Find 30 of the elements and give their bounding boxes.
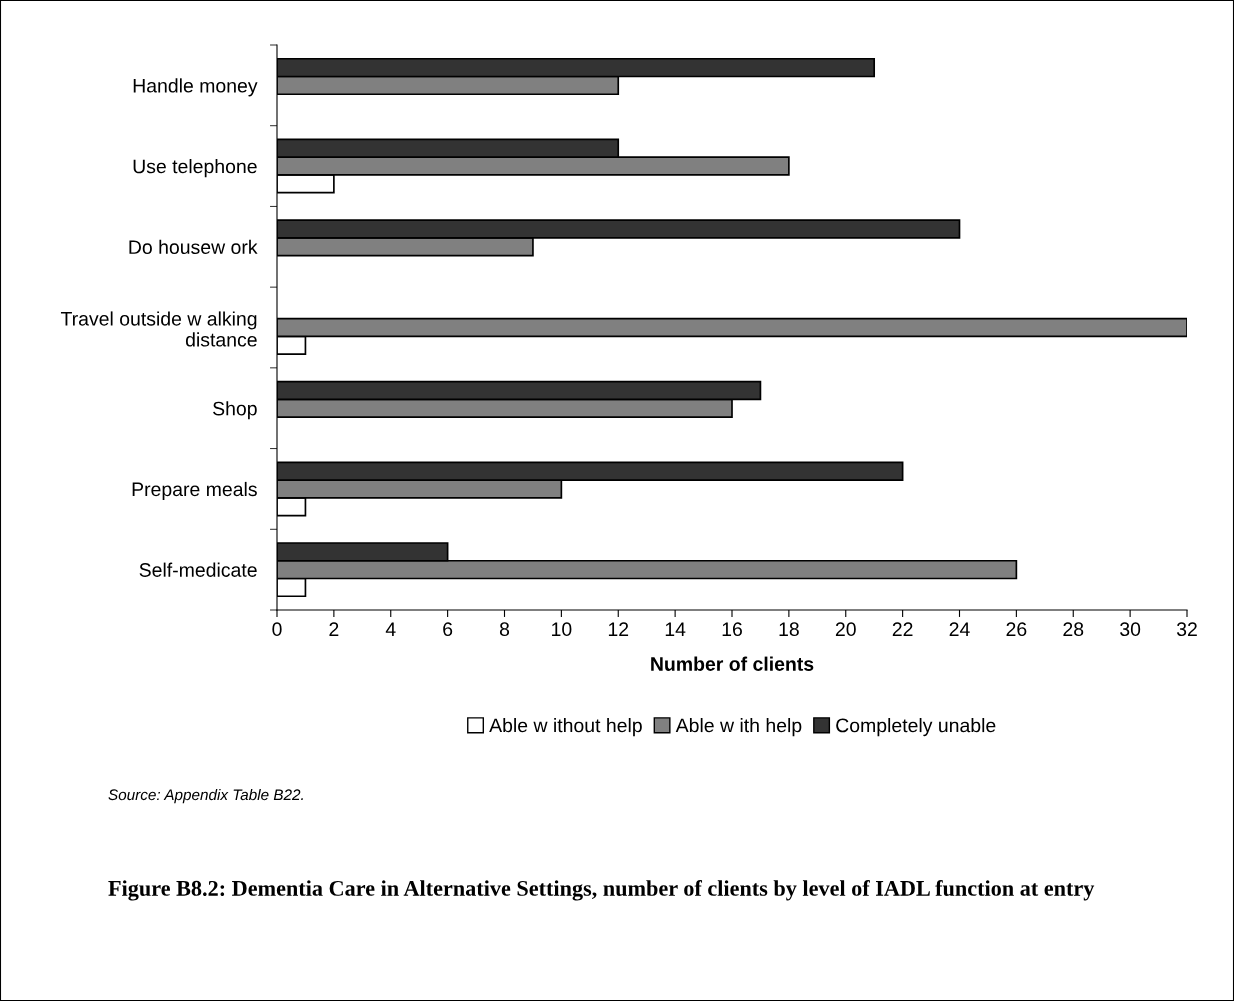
y-tick-label: Use telephone [133,159,257,178]
x-tick-label: 4 [385,622,396,636]
x-tick-label: 22 [892,622,913,636]
legend-label: Able w ith help [675,718,802,737]
y-tick-label: Shop [213,401,257,420]
x-tick-label: 16 [722,622,742,637]
y-tick-label: Prepare meals [132,481,257,501]
y-tick-label: Travel outside w alking distance [60,311,257,347]
x-tick-label: 14 [665,622,686,636]
x-tick-label: 0 [272,622,282,637]
x-tick-label: 32 [1176,622,1197,637]
x-tick-label: 10 [552,622,572,637]
y-tick-label: Do housew ork [129,239,258,255]
x-tick-label: 8 [499,622,510,637]
x-tick-label: 20 [835,622,856,637]
x-tick-label: 12 [608,622,629,636]
text: Figure B8.2: Dementia Care in Alternative Settings, number of clients by level of IADL function at entry [108,880,1095,901]
x-tick-label: 6 [443,622,453,637]
x-tick-label: 28 [1063,622,1084,637]
y-tick-label: Self-medicate [139,562,257,577]
x-tick-label: 18 [779,622,799,637]
y-tick-label: Handle money [133,78,258,97]
legend-label: Able w ithout help [489,718,642,737]
x-tick-label: 2 [329,622,339,636]
legend-label: Completely unable [836,718,996,737]
x-tick-label: 24 [949,622,970,636]
x-axis-title: Number of clients [651,656,814,671]
source-note: Source: Appendix Table B22. [108,788,303,804]
x-tick-label: 30 [1120,622,1141,637]
x-tick-label: 26 [1006,622,1027,637]
